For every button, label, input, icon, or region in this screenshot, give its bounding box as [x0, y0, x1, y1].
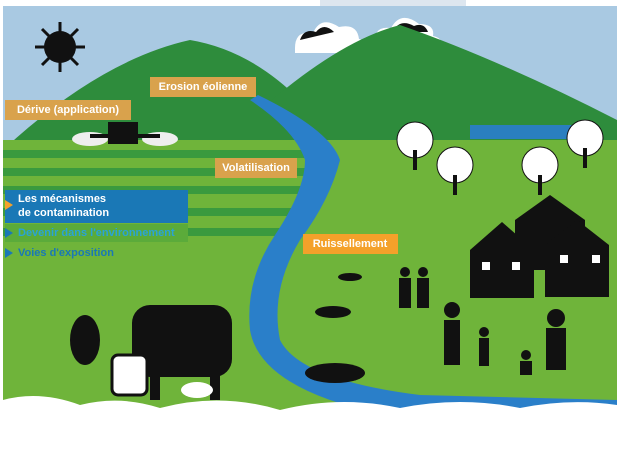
scene: Erosion éolienne Dérive (application) Vo… [0, 0, 620, 450]
volatilisation-label[interactable]: Volatilisation [222, 162, 290, 174]
sun [35, 22, 85, 72]
menu-item[interactable]: Les mécanismes [18, 193, 106, 205]
menu-item[interactable]: de contamination [18, 207, 109, 219]
top-tab [320, 0, 466, 6]
menu-item[interactable]: Devenir dans l'environnement [18, 227, 175, 239]
menu: Les mécanismes de contamination Devenir … [5, 190, 188, 262]
menu-item[interactable]: Voies d'exposition [18, 247, 114, 259]
drift-label[interactable]: Dérive (application) [17, 104, 119, 116]
runoff-label[interactable]: Ruissellement [313, 238, 388, 250]
wind-erosion-label[interactable]: Erosion éolienne [159, 81, 248, 93]
